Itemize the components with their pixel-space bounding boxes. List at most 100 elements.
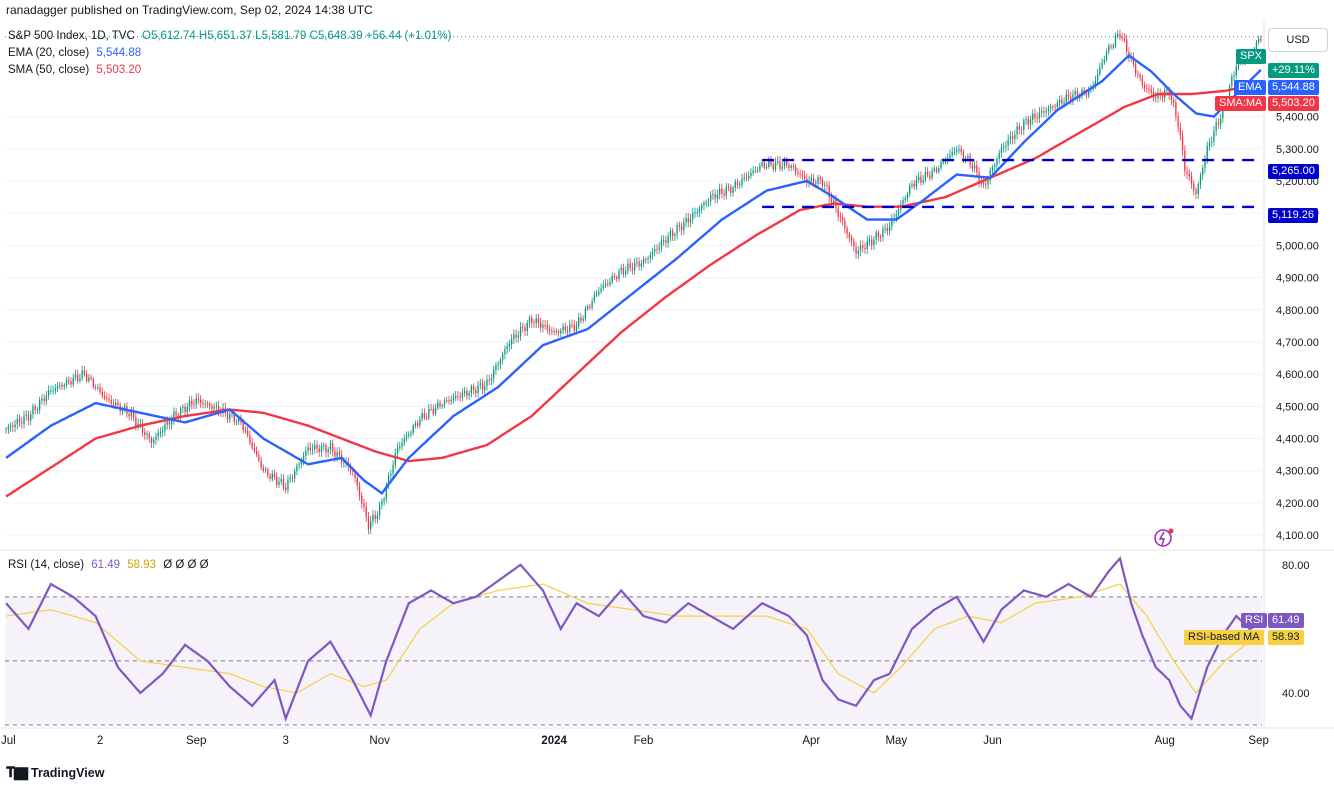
candle-body xyxy=(819,177,821,180)
candle-body xyxy=(497,364,499,366)
candle-body xyxy=(1027,118,1029,125)
candle-body xyxy=(381,501,383,505)
candle-body xyxy=(792,165,795,168)
candle-body xyxy=(1141,77,1144,86)
candle-body xyxy=(130,411,133,417)
candle-body xyxy=(1197,183,1199,194)
candle-body xyxy=(416,423,419,426)
x-tick-label: Sep xyxy=(186,735,206,747)
x-tick-label: Jun xyxy=(983,735,1002,747)
candle-body xyxy=(790,165,792,168)
candle-body xyxy=(425,417,428,419)
candle-body xyxy=(658,247,660,250)
candle-body xyxy=(862,245,864,248)
candle-body xyxy=(1052,106,1054,108)
candle-body xyxy=(620,267,622,272)
sma-price-tag: 5,503.20 xyxy=(1268,96,1319,111)
candle-body xyxy=(1074,91,1076,95)
candle-body xyxy=(598,291,600,295)
candle-body xyxy=(1072,94,1074,102)
candle-body xyxy=(1179,127,1182,136)
candle-body xyxy=(580,317,582,321)
candle-body xyxy=(273,473,276,477)
candle-body xyxy=(141,423,144,433)
candle-body xyxy=(595,294,598,296)
symbol-name: S&P 500 Index, 1D, TVC xyxy=(8,30,135,42)
candle-body xyxy=(705,202,707,204)
candle-body xyxy=(146,433,148,436)
candle-body xyxy=(285,487,287,490)
candle-body xyxy=(991,167,994,171)
candle-body xyxy=(1137,73,1139,75)
candle-body xyxy=(1186,171,1188,174)
candle-body xyxy=(770,160,772,165)
candle-body xyxy=(707,201,710,203)
candle-body xyxy=(271,473,273,479)
candle-body xyxy=(667,236,669,243)
candle-body xyxy=(604,283,607,286)
rsi-tick-label: 40.00 xyxy=(1282,688,1310,700)
candle-body xyxy=(410,432,412,435)
rsi-tick-label: 80.00 xyxy=(1282,560,1310,572)
candle-body xyxy=(786,160,788,166)
candle-body xyxy=(495,365,497,370)
candle-body xyxy=(97,387,99,389)
candle-body xyxy=(468,393,470,396)
candle-body xyxy=(452,397,455,400)
candle-body xyxy=(788,165,790,168)
candle-body xyxy=(45,395,48,402)
candle-body xyxy=(642,259,645,264)
candle-body xyxy=(376,515,379,519)
candle-body xyxy=(242,422,244,431)
candle-body xyxy=(584,308,587,319)
candle-body xyxy=(750,173,752,176)
candle-body xyxy=(824,184,826,186)
candle-body xyxy=(144,432,146,436)
price-tick-label: 5,400.00 xyxy=(1276,112,1319,124)
candle-body xyxy=(1079,96,1081,99)
candle-body xyxy=(593,295,596,302)
legend-symbol-row: S&P 500 Index, 1D, TVC O5,612.74 H5,651.… xyxy=(8,30,451,42)
candle-body xyxy=(915,180,918,187)
x-tick-label: Nov xyxy=(369,735,390,747)
candle-body xyxy=(437,402,439,408)
rsi-band xyxy=(5,596,1262,725)
rsi-tag: RSI xyxy=(1241,613,1268,628)
candle-body xyxy=(204,403,206,405)
price-tick-label: 4,100.00 xyxy=(1276,530,1319,542)
candle-body xyxy=(296,465,298,472)
ema-value: 5,544.88 xyxy=(96,47,142,59)
candle-body xyxy=(631,267,634,271)
candle-body xyxy=(909,185,911,194)
candle-body xyxy=(721,188,723,194)
level-low-tag: 5,119.26 xyxy=(1268,208,1319,223)
candle-body xyxy=(531,317,533,323)
candle-body xyxy=(421,413,423,420)
candle-body xyxy=(1014,134,1016,140)
candle-body xyxy=(1134,63,1137,74)
candle-body xyxy=(1168,88,1170,95)
candle-body xyxy=(723,193,725,196)
candle-body xyxy=(155,436,157,440)
candle-body xyxy=(439,402,441,407)
sma-line xyxy=(5,82,1262,498)
candle-body xyxy=(730,186,732,193)
tradingview-footer[interactable]: 𝐓▇ TradingView xyxy=(6,764,104,781)
currency-button[interactable]: USD xyxy=(1268,28,1328,52)
candle-body xyxy=(287,479,289,490)
candle-body xyxy=(573,324,575,332)
price-tick-label: 4,600.00 xyxy=(1276,369,1319,381)
candle-body xyxy=(475,390,477,394)
candle-body xyxy=(748,175,750,179)
candle-body xyxy=(971,164,974,169)
candle-body xyxy=(622,267,625,275)
candle-body xyxy=(135,417,137,426)
candle-body xyxy=(754,170,757,172)
candle-body xyxy=(378,504,381,516)
candle-body xyxy=(546,325,549,330)
candle-body xyxy=(918,176,920,181)
candle-body xyxy=(768,160,770,167)
alert-dot-icon xyxy=(1168,528,1174,534)
candle-body xyxy=(334,451,336,457)
candle-body xyxy=(1190,175,1193,184)
